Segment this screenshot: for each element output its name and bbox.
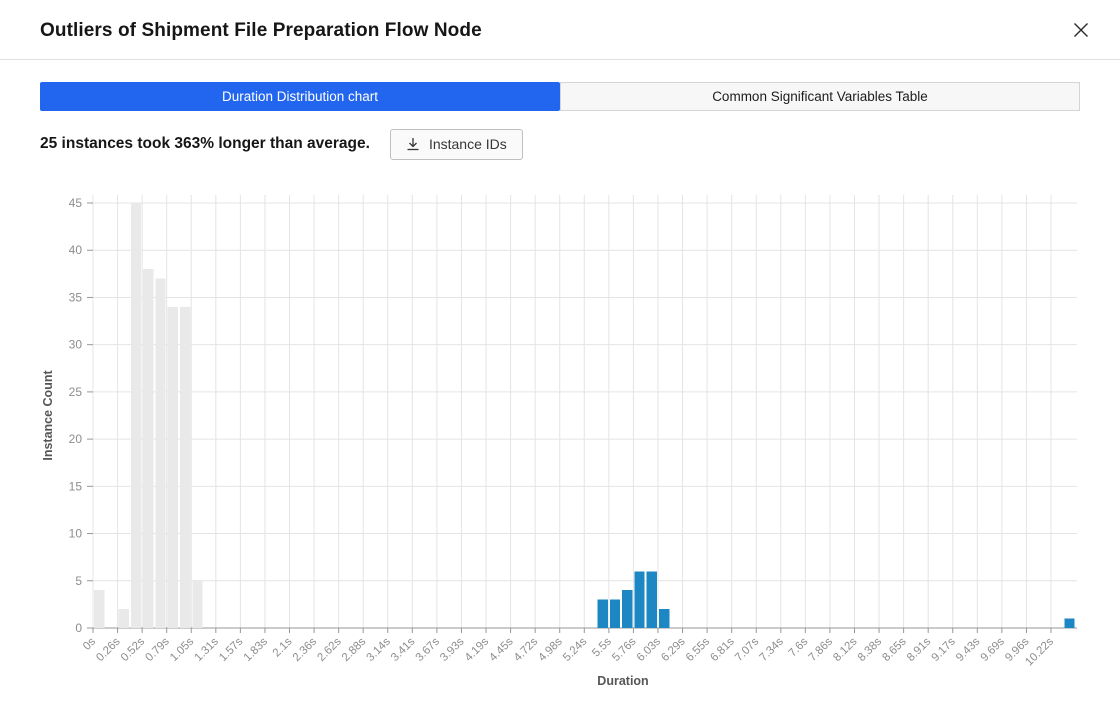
instance-ids-button-label: Instance IDs bbox=[428, 136, 507, 152]
histogram-bar[interactable] bbox=[155, 278, 166, 628]
close-button[interactable] bbox=[1070, 18, 1094, 42]
x-tick-label: 4.45s bbox=[487, 635, 516, 664]
x-tick-label: 10.22s bbox=[1023, 635, 1056, 668]
x-tick-label: 3.93s bbox=[438, 635, 467, 664]
x-tick-label: 2.62s bbox=[315, 635, 344, 664]
histogram-bar[interactable] bbox=[1064, 618, 1075, 628]
x-tick-label: 5.76s bbox=[610, 635, 639, 664]
x-tick-label: 0.26s bbox=[94, 635, 123, 664]
instance-ids-button[interactable]: Instance IDs bbox=[389, 128, 523, 160]
x-tick-label: 6.29s bbox=[659, 635, 688, 664]
histogram-bar[interactable] bbox=[622, 590, 633, 628]
tab-duration-distribution-chart[interactable]: Duration Distribution chart bbox=[40, 82, 560, 111]
x-tick-label: 3.14s bbox=[365, 635, 394, 664]
x-tick-label: 8.91s bbox=[905, 635, 934, 664]
y-tick-label: 5 bbox=[75, 574, 82, 588]
x-tick-label: 8.65s bbox=[880, 635, 909, 664]
x-tick-label: 1.83s bbox=[242, 635, 271, 664]
histogram-bar[interactable] bbox=[646, 571, 657, 628]
x-tick-label: 8.12s bbox=[831, 635, 860, 664]
x-tick-label: 9.69s bbox=[979, 635, 1008, 664]
histogram-bar[interactable] bbox=[94, 590, 105, 628]
x-tick-label: 0s bbox=[81, 635, 98, 652]
tab-common-significant-variables-table[interactable]: Common Significant Variables Table bbox=[560, 82, 1080, 111]
x-tick-label: 6.55s bbox=[684, 635, 713, 664]
x-tick-label: 0.52s bbox=[119, 635, 148, 664]
x-tick-label: 7.34s bbox=[758, 635, 787, 664]
tab-bar: Duration Distribution chart Common Signi… bbox=[40, 82, 1080, 111]
y-tick-label: 15 bbox=[69, 479, 83, 493]
x-tick-label: 6.81s bbox=[708, 635, 737, 664]
x-tick-label: 4.98s bbox=[536, 635, 565, 664]
y-tick-label: 25 bbox=[69, 385, 83, 399]
x-tick-label: 3.67s bbox=[414, 635, 443, 664]
histogram-bar[interactable] bbox=[658, 609, 670, 628]
x-tick-label: 1.05s bbox=[168, 635, 197, 664]
x-tick-label: 3.41s bbox=[389, 635, 418, 664]
y-tick-label: 0 bbox=[75, 621, 82, 635]
histogram-bar[interactable] bbox=[192, 580, 203, 628]
y-tick-label: 30 bbox=[69, 338, 83, 352]
x-axis-title: Duration bbox=[597, 674, 648, 688]
x-tick-label: 7.86s bbox=[807, 635, 836, 664]
modal-title: Outliers of Shipment File Preparation Fl… bbox=[40, 20, 482, 41]
y-axis-title: Instance Count bbox=[41, 370, 55, 461]
y-tick-label: 45 bbox=[69, 196, 83, 210]
histogram-bar[interactable] bbox=[634, 571, 645, 628]
histogram-bar[interactable] bbox=[609, 599, 621, 628]
y-tick-label: 10 bbox=[69, 527, 83, 541]
x-tick-label: 5.24s bbox=[561, 635, 590, 664]
x-tick-label: 9.43s bbox=[954, 635, 983, 664]
x-tick-label: 6.03s bbox=[635, 635, 664, 664]
x-tick-label: 9.17s bbox=[929, 635, 958, 664]
modal-header: Outliers of Shipment File Preparation Fl… bbox=[0, 0, 1120, 60]
histogram-bar[interactable] bbox=[179, 306, 191, 628]
summary-row: 25 instances took 363% longer than avera… bbox=[40, 128, 523, 160]
x-tick-label: 0.79s bbox=[143, 635, 172, 664]
y-tick-label: 35 bbox=[69, 290, 83, 304]
y-tick-label: 40 bbox=[69, 243, 83, 257]
histogram-bar[interactable] bbox=[143, 269, 154, 628]
outlier-summary-text: 25 instances took 363% longer than avera… bbox=[40, 135, 370, 152]
download-icon bbox=[406, 137, 420, 151]
histogram-bar[interactable] bbox=[118, 609, 129, 628]
histogram-bar[interactable] bbox=[167, 306, 178, 628]
x-tick-label: 1.57s bbox=[217, 635, 246, 664]
x-tick-label: 1.31s bbox=[193, 635, 222, 664]
histogram-bar[interactable] bbox=[130, 203, 142, 628]
x-tick-label: 2.88s bbox=[340, 635, 369, 664]
histogram-bar[interactable] bbox=[597, 599, 608, 628]
y-tick-label: 20 bbox=[69, 432, 83, 446]
x-tick-label: 7.07s bbox=[733, 635, 762, 664]
close-icon bbox=[1072, 21, 1092, 39]
x-tick-label: 8.38s bbox=[856, 635, 885, 664]
x-tick-label: 2.36s bbox=[291, 635, 320, 664]
x-tick-label: 4.19s bbox=[463, 635, 492, 664]
x-tick-label: 4.72s bbox=[512, 635, 541, 664]
